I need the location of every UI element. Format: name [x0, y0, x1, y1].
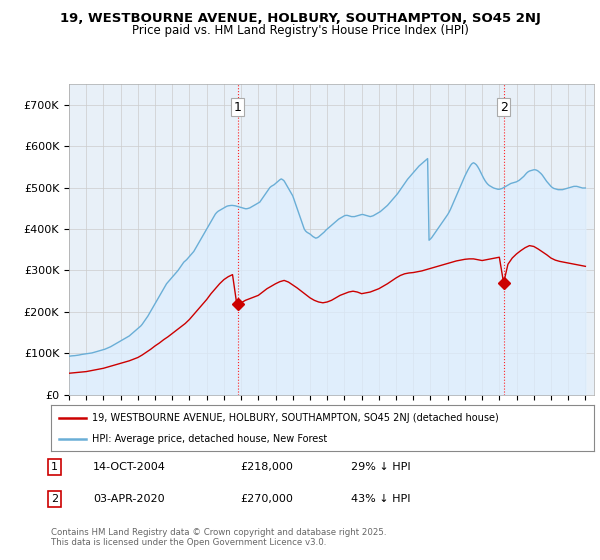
- Text: 29% ↓ HPI: 29% ↓ HPI: [351, 462, 410, 472]
- Text: £270,000: £270,000: [240, 494, 293, 504]
- Text: 03-APR-2020: 03-APR-2020: [93, 494, 164, 504]
- Text: 1: 1: [51, 462, 58, 472]
- Text: £218,000: £218,000: [240, 462, 293, 472]
- Text: HPI: Average price, detached house, New Forest: HPI: Average price, detached house, New …: [92, 435, 327, 444]
- Text: 14-OCT-2004: 14-OCT-2004: [93, 462, 166, 472]
- Text: Contains HM Land Registry data © Crown copyright and database right 2025.
This d: Contains HM Land Registry data © Crown c…: [51, 528, 386, 547]
- Text: 19, WESTBOURNE AVENUE, HOLBURY, SOUTHAMPTON, SO45 2NJ (detached house): 19, WESTBOURNE AVENUE, HOLBURY, SOUTHAMP…: [92, 413, 499, 423]
- Text: 19, WESTBOURNE AVENUE, HOLBURY, SOUTHAMPTON, SO45 2NJ: 19, WESTBOURNE AVENUE, HOLBURY, SOUTHAMP…: [59, 12, 541, 25]
- Text: 2: 2: [51, 494, 58, 504]
- Text: 2: 2: [500, 101, 508, 114]
- Text: 43% ↓ HPI: 43% ↓ HPI: [351, 494, 410, 504]
- Text: 1: 1: [233, 101, 241, 114]
- Text: Price paid vs. HM Land Registry's House Price Index (HPI): Price paid vs. HM Land Registry's House …: [131, 24, 469, 36]
